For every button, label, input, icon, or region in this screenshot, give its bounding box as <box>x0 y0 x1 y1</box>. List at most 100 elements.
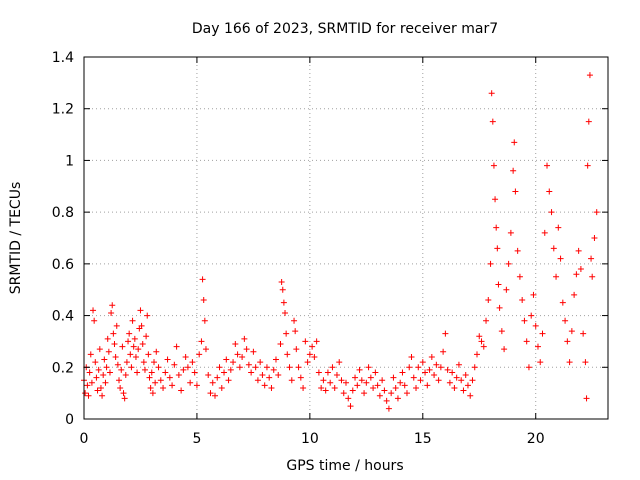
data-point <box>84 382 91 389</box>
data-point <box>122 372 129 379</box>
data-point <box>320 377 327 384</box>
data-point <box>478 338 485 345</box>
data-point <box>196 351 203 358</box>
data-point <box>437 364 444 371</box>
data-point <box>376 392 383 399</box>
data-point <box>94 387 101 394</box>
data-point <box>297 374 304 381</box>
data-point <box>128 364 135 371</box>
data-point <box>123 359 130 366</box>
data-point <box>97 384 104 391</box>
data-point <box>528 312 535 319</box>
data-point <box>406 364 413 371</box>
data-point <box>488 90 495 97</box>
data-point <box>104 335 111 342</box>
data-point <box>424 382 431 389</box>
data-point <box>118 366 125 373</box>
data-point <box>318 384 325 391</box>
data-point <box>257 359 264 366</box>
data-point <box>571 291 578 298</box>
data-point <box>96 346 103 353</box>
data-point <box>559 299 566 306</box>
x-tick-label: 15 <box>414 431 432 447</box>
data-point <box>109 302 116 309</box>
data-point <box>108 309 115 316</box>
data-point <box>327 379 334 386</box>
data-point <box>105 348 112 355</box>
data-point <box>493 224 500 231</box>
data-point <box>270 366 277 373</box>
data-point <box>440 348 447 355</box>
data-point <box>516 273 523 280</box>
data-point <box>510 167 517 174</box>
data-point <box>191 369 198 376</box>
data-point <box>193 382 200 389</box>
y-tick-label: 0.2 <box>52 360 74 376</box>
data-point <box>532 322 539 329</box>
data-point <box>245 361 252 368</box>
data-point <box>306 351 313 358</box>
y-axis-label: SRMTID / TECUs <box>8 182 24 295</box>
x-tick-label: 10 <box>301 431 319 447</box>
y-tick-label: 1.2 <box>52 102 74 118</box>
data-point <box>91 317 98 324</box>
data-point <box>200 297 207 304</box>
data-point <box>403 390 410 397</box>
data-point <box>507 229 514 236</box>
data-point <box>356 366 363 373</box>
data-point <box>236 364 243 371</box>
data-point <box>110 330 117 337</box>
data-point <box>243 346 250 353</box>
plot-frame <box>83 56 609 420</box>
data-point <box>280 299 287 306</box>
data-point <box>329 364 336 371</box>
data-point <box>279 286 286 293</box>
data-point <box>209 379 216 386</box>
data-point <box>152 379 159 386</box>
data-point <box>399 369 406 376</box>
data-point <box>86 369 93 376</box>
data-point <box>361 390 368 397</box>
data-point <box>103 364 110 371</box>
data-point <box>492 196 499 203</box>
data-point <box>130 343 137 350</box>
data-point <box>248 369 255 376</box>
data-points <box>81 72 600 412</box>
data-point <box>212 392 218 399</box>
data-point <box>92 359 99 366</box>
y-tick-label: 1.4 <box>52 50 74 66</box>
data-point <box>225 377 232 384</box>
data-point <box>583 395 590 402</box>
data-point <box>99 392 106 399</box>
data-point <box>455 361 462 368</box>
data-point <box>178 387 185 394</box>
data-point <box>202 346 209 353</box>
data-point <box>566 359 573 366</box>
data-point <box>261 382 268 389</box>
data-point <box>489 118 496 125</box>
data-point <box>469 377 476 384</box>
data-point <box>388 390 395 397</box>
data-point <box>505 260 512 267</box>
data-point <box>413 384 420 391</box>
data-point <box>131 335 138 342</box>
data-point <box>143 333 150 340</box>
data-point <box>514 247 521 254</box>
data-point <box>173 343 180 350</box>
data-point <box>367 374 374 381</box>
data-point <box>120 390 127 397</box>
chart-title: Day 166 of 2023, SRMTID for receiver mar… <box>192 21 498 37</box>
data-point <box>564 338 571 345</box>
data-point <box>464 382 471 389</box>
data-point <box>589 273 596 280</box>
data-point <box>593 209 600 216</box>
data-point <box>541 229 548 236</box>
data-point <box>113 322 120 329</box>
y-tick-label: 1 <box>65 153 74 169</box>
data-point <box>390 374 397 381</box>
data-point <box>340 390 347 397</box>
data-point <box>338 377 345 384</box>
data-point <box>275 372 282 379</box>
data-point <box>557 255 564 262</box>
y-axis: 0 0.2 0.4 0.6 0.8 1 1.2 1.4 <box>52 50 608 428</box>
